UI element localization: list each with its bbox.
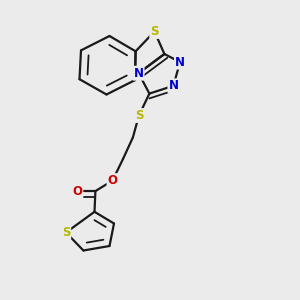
Text: O: O (107, 174, 118, 187)
Text: O: O (72, 184, 82, 198)
Text: S: S (135, 109, 143, 122)
Text: S: S (62, 226, 70, 239)
Text: N: N (175, 56, 185, 69)
Text: S: S (150, 25, 159, 38)
Text: N: N (134, 67, 144, 80)
Text: N: N (168, 79, 178, 92)
